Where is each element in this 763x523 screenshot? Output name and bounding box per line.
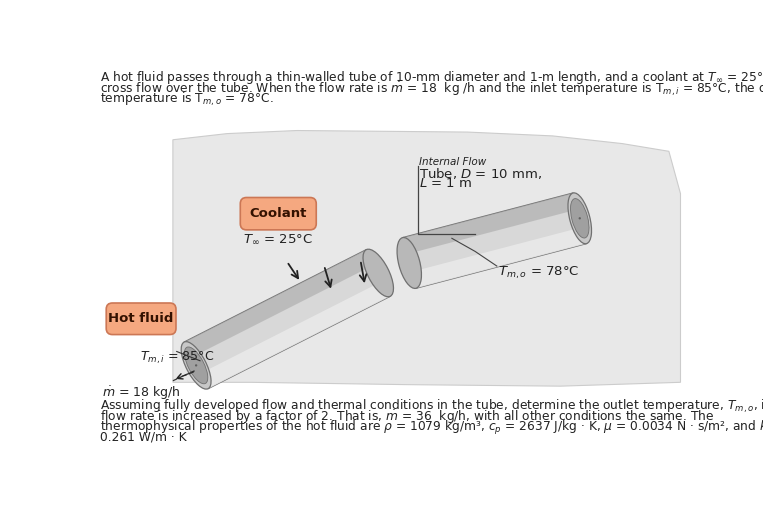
Text: $T_{m,o}$ = 78°C: $T_{m,o}$ = 78°C: [498, 265, 580, 281]
Text: 0.261 W/m · K: 0.261 W/m · K: [100, 430, 187, 443]
Text: temperature is T$_{m,o}$ = 78°C.: temperature is T$_{m,o}$ = 78°C.: [100, 91, 274, 108]
Polygon shape: [403, 193, 587, 288]
Ellipse shape: [363, 249, 394, 297]
Polygon shape: [184, 249, 374, 357]
Text: Internal Flow: Internal Flow: [420, 157, 487, 167]
Ellipse shape: [568, 193, 591, 244]
Text: Assuming fully developed flow and thermal conditions in the tube, determine the : Assuming fully developed flow and therma…: [100, 397, 763, 415]
Ellipse shape: [181, 342, 211, 389]
Text: flow rate is increased by a factor of 2. That is, $\dot{m}$ = 36  kg/h, with all: flow rate is increased by a factor of 2.…: [100, 408, 714, 426]
Polygon shape: [184, 249, 390, 389]
Text: Tube, $D$ = 10 mm,: Tube, $D$ = 10 mm,: [420, 166, 542, 181]
Ellipse shape: [578, 217, 581, 220]
Text: $\dot{m}$ = 18 kg/h: $\dot{m}$ = 18 kg/h: [101, 384, 180, 402]
Text: $T_{m,i}$ = 85°C: $T_{m,i}$ = 85°C: [140, 350, 214, 367]
Polygon shape: [411, 227, 587, 288]
Ellipse shape: [571, 199, 589, 238]
Polygon shape: [173, 131, 681, 386]
Text: thermophysical properties of the hot fluid are $\rho$ = 1079 kg/m³, $c_p$ = 2637: thermophysical properties of the hot flu…: [100, 419, 763, 437]
Text: A hot fluid passes through a thin-walled tube of 10-mm diameter and 1-m length, : A hot fluid passes through a thin-walled…: [100, 69, 763, 86]
Ellipse shape: [397, 237, 421, 288]
Ellipse shape: [185, 347, 208, 384]
Text: $T_{\infty}$ = 25°C: $T_{\infty}$ = 25°C: [243, 233, 312, 246]
Text: cross flow over the tube. When the flow rate is $\dot{m}$ = 18  kg /h and the in: cross flow over the tube. When the flow …: [100, 80, 763, 98]
FancyBboxPatch shape: [106, 303, 176, 335]
Text: Coolant: Coolant: [250, 207, 307, 220]
Text: Hot fluid: Hot fluid: [108, 312, 174, 325]
Text: $L$ = 1 m: $L$ = 1 m: [420, 177, 472, 190]
Polygon shape: [201, 281, 390, 389]
Ellipse shape: [195, 364, 198, 367]
Polygon shape: [403, 193, 578, 254]
FancyBboxPatch shape: [240, 198, 316, 230]
